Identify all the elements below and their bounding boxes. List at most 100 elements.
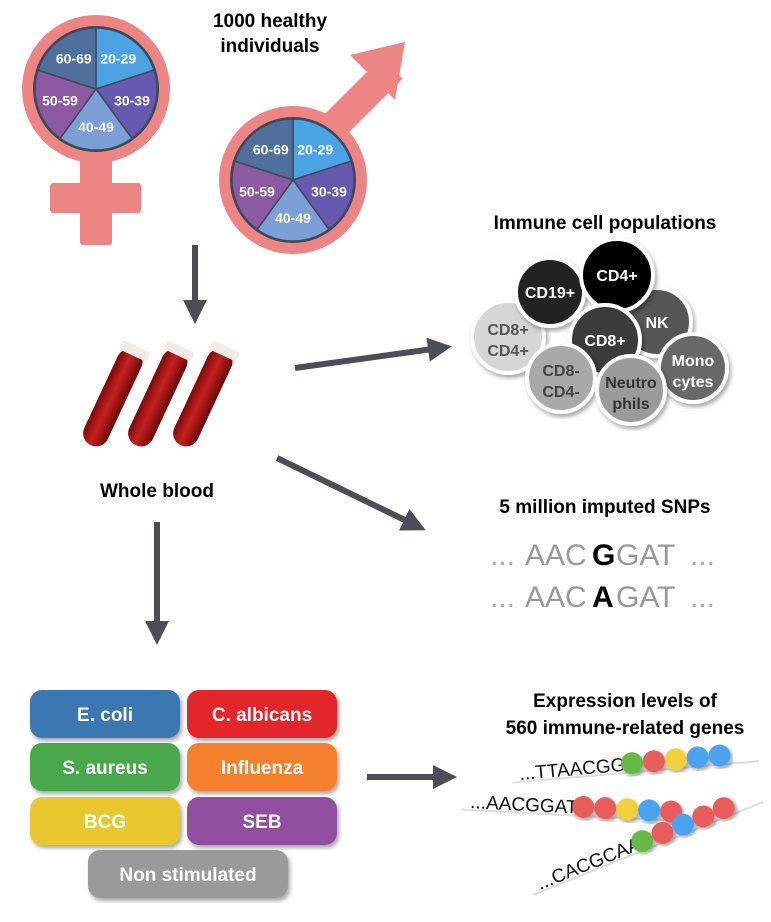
- cell-neutrophils: Neutro phils: [595, 354, 667, 426]
- arrow-right-icon: [294, 337, 452, 371]
- snp-allele: A: [592, 581, 614, 614]
- svg-text:Non stimulated: Non stimulated: [119, 865, 256, 886]
- expression-dot: [616, 798, 639, 821]
- svg-text:phils: phils: [612, 396, 649, 413]
- expression-title-line1: Expression levels of: [533, 691, 717, 712]
- stimulus-e--coli: E. coli: [30, 690, 180, 738]
- expression-dot: [692, 805, 715, 828]
- svg-text:SEB: SEB: [242, 812, 281, 833]
- svg-text:NK: NK: [645, 315, 669, 332]
- svg-text:CD8-: CD8-: [542, 363, 579, 380]
- svg-text:CD8+: CD8+: [584, 333, 625, 350]
- stimulus-s--aureus: S. aureus: [30, 743, 180, 791]
- age-label: 20-29: [100, 50, 136, 66]
- age-label: 50-59: [239, 184, 275, 200]
- seq-prefix: ...: [490, 539, 515, 572]
- expression-row: ...AACGGAT: [461, 792, 710, 824]
- seq-suffix: ...: [690, 581, 715, 614]
- svg-text:CD4+: CD4+: [487, 343, 528, 360]
- svg-text:S. aureus: S. aureus: [62, 758, 148, 779]
- expression-dot: [686, 746, 709, 769]
- svg-text:Mono: Mono: [672, 353, 715, 370]
- expression-dot: [671, 813, 694, 836]
- pie-slice-20-29: [292, 118, 352, 182]
- age-label: 60-69: [253, 141, 289, 157]
- age-label: 30-39: [114, 93, 150, 109]
- snp-allele: G: [592, 539, 615, 572]
- cell-monocytes: Mono cytes: [657, 332, 729, 404]
- svg-text:E. coli: E. coli: [77, 705, 133, 726]
- pie-slice-30-39: [291, 160, 355, 231]
- seq-left: AAC: [525, 581, 587, 614]
- whole-blood-label: Whole blood: [100, 481, 214, 502]
- svg-text:CD19+: CD19+: [525, 285, 575, 302]
- svg-text:CD4+: CD4+: [596, 268, 637, 285]
- svg-text:...AACGGAT: ...AACGGAT: [470, 792, 579, 819]
- stimulus-non-stimulated: Non stimulated: [88, 850, 288, 898]
- snp-sequence-2: ... AAC A GAT ...: [490, 581, 715, 614]
- blood-tubes-icon: [83, 341, 240, 447]
- svg-text:BCG: BCG: [84, 812, 126, 833]
- expression-dot: [572, 795, 595, 818]
- svg-text:Neutro: Neutro: [605, 375, 657, 392]
- age-label: 20-29: [297, 141, 333, 157]
- stimulus-seb: SEB: [187, 797, 337, 845]
- stimulus-influenza: Influenza: [187, 743, 337, 791]
- expression-row: ...TTAACGG: [512, 744, 760, 785]
- cohort-title-line2: individuals: [220, 36, 319, 57]
- expression-dot: [651, 821, 674, 844]
- pie-slice-20-29: [95, 27, 155, 91]
- immune-cell-cluster: CD8+ CD4+ CD19+ NK CD4+ CD8+ CD8- CD4- Mono cytes…: [470, 237, 729, 426]
- seq-suffix: ...: [690, 539, 715, 572]
- svg-text:cytes: cytes: [673, 374, 714, 391]
- age-label: 30-39: [311, 184, 347, 200]
- expression-dot: [638, 799, 661, 822]
- snp-sequence-1: ... AAC G GAT ...: [490, 539, 715, 572]
- cell-cd8: CD8+ CD4+: [470, 299, 546, 375]
- age-label: 50-59: [42, 93, 78, 109]
- expression-dot: [664, 748, 687, 771]
- cell-cd19: CD19+: [514, 256, 586, 328]
- pie-slice-60-69: [37, 27, 97, 91]
- pie-slice-60-69: [234, 118, 294, 182]
- seq-left: AAC: [525, 539, 587, 572]
- svg-text:...CACGCAA: ...CACGCAA: [534, 834, 644, 895]
- expression-dot: [712, 797, 735, 820]
- cohort-title-line1: 1000 healthy: [213, 11, 327, 32]
- immune-title: Immune cell populations: [494, 213, 717, 234]
- cell-cd8: CD8- CD4-: [525, 342, 597, 414]
- svg-text:CD4-: CD4-: [542, 384, 579, 401]
- stimulus-c--albicans: C. albicans: [187, 690, 337, 738]
- pie-slice-50-59: [231, 160, 295, 231]
- svg-text:CD8+: CD8+: [487, 322, 528, 339]
- seq-right: GAT: [616, 581, 675, 614]
- seq-prefix: ...: [490, 581, 515, 614]
- expression-dot: [642, 750, 665, 773]
- snp-title: 5 million imputed SNPs: [499, 497, 710, 518]
- expression-dot: [631, 830, 654, 853]
- svg-text:Influenza: Influenza: [221, 758, 304, 779]
- expression-title-line2: 560 immune-related genes: [506, 718, 745, 739]
- pie-slice-30-39: [94, 69, 158, 140]
- cell-cd4: CD4+: [579, 237, 655, 313]
- arrow-diagonal-icon: [275, 455, 426, 531]
- stimuli-grid: E. coli C. albicans S. aureus Influenza BCG S…: [30, 690, 337, 898]
- expression-dot: [594, 797, 617, 820]
- expression-dot: [620, 752, 643, 775]
- expression-dot: [708, 744, 731, 767]
- pie-slice-40-49: [256, 178, 330, 242]
- stimulus-bcg: BCG: [30, 797, 180, 845]
- svg-text:...TTAACGG: ...TTAACGG: [519, 755, 627, 785]
- pie-slice-40-49: [59, 87, 133, 151]
- expression-rows: ...TTAACGG ...AACGGAT ...CACGCAA: [461, 744, 764, 896]
- svg-text:C. albicans: C. albicans: [212, 705, 312, 726]
- age-label: 60-69: [56, 50, 92, 66]
- pie-slice-50-59: [34, 69, 98, 140]
- age-label: 40-49: [78, 119, 114, 135]
- age-label: 40-49: [275, 210, 311, 226]
- seq-right: GAT: [616, 539, 675, 572]
